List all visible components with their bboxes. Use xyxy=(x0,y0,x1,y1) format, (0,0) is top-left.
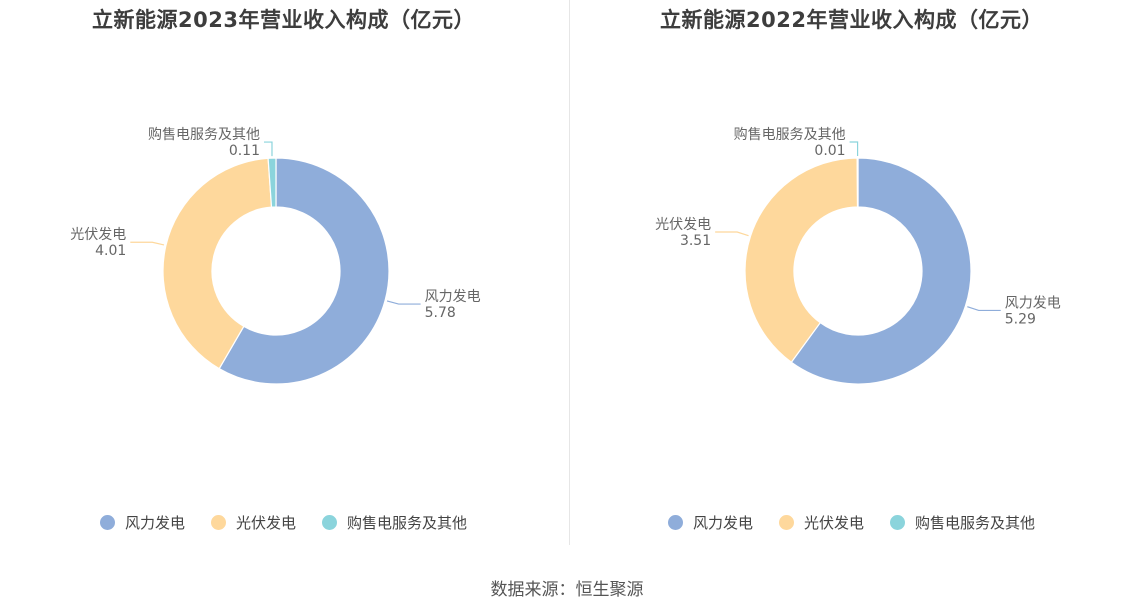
donut-slice-other[interactable] xyxy=(856,157,859,208)
legend-dot-other xyxy=(322,515,337,530)
slice-value-other: 0.01 xyxy=(814,143,845,159)
leader-line-wind xyxy=(386,300,421,305)
slice-label-solar: 光伏发电 xyxy=(655,217,711,233)
legend-item-wind[interactable]: 风力发电 xyxy=(667,512,753,533)
leader-line-wind xyxy=(967,306,1001,312)
leader-line-solar xyxy=(130,241,165,246)
legend-label-other: 购售电服务及其他 xyxy=(347,514,468,532)
legend-label-solar: 光伏发电 xyxy=(235,514,296,532)
legend-label-solar: 光伏发电 xyxy=(803,514,864,532)
legend-dot-wind xyxy=(667,515,683,530)
leader-line-other xyxy=(263,141,273,157)
slice-label-wind: 风力发电 xyxy=(1005,295,1061,311)
legend-dot-solar xyxy=(778,515,794,530)
donut-slice-wind[interactable] xyxy=(218,157,390,385)
legend-item-wind[interactable]: 风力发电 xyxy=(99,512,185,533)
donut-slice-solar[interactable] xyxy=(744,157,859,364)
slice-value-wind: 5.29 xyxy=(1005,311,1036,327)
slice-label-other: 购售电服务及其他 xyxy=(734,127,846,143)
legend-label-wind: 风力发电 xyxy=(692,514,753,532)
legend-dot-wind xyxy=(99,515,115,530)
slice-label-other: 购售电服务及其他 xyxy=(148,127,260,143)
slice-value-solar: 3.51 xyxy=(680,233,711,249)
chart-title-2023: 立新能源2023年营业收入构成（亿元） xyxy=(92,8,475,32)
panel-divider xyxy=(569,0,570,545)
leader-line-solar xyxy=(715,231,749,237)
legend-dot-solar xyxy=(210,515,226,530)
legend-item-other[interactable]: 购售电服务及其他 xyxy=(322,512,467,533)
chart-title-2022: 立新能源2022年营业收入构成（亿元） xyxy=(660,8,1043,32)
legend-item-other[interactable]: 购售电服务及其他 xyxy=(890,512,1035,533)
chart-panel-2023: 立新能源2023年营业收入构成（亿元） 风力发电 5.78 光伏发电 4.01 购售电服… xyxy=(0,0,567,560)
donut-slice-solar[interactable] xyxy=(162,157,273,370)
legend-label-wind: 风力发电 xyxy=(124,514,185,532)
data-source-note: 数据来源：恒生聚源 xyxy=(490,580,644,600)
leader-line-other xyxy=(849,141,859,157)
donut-slice-other[interactable] xyxy=(267,157,277,208)
slice-value-solar: 4.01 xyxy=(95,243,126,259)
slice-value-other: 0.11 xyxy=(229,143,260,159)
slice-label-wind: 风力发电 xyxy=(425,289,481,305)
legend-label-other: 购售电服务及其他 xyxy=(915,514,1036,532)
slice-label-solar: 光伏发电 xyxy=(70,227,126,243)
legend-dot-other xyxy=(890,515,905,530)
slice-value-wind: 5.78 xyxy=(425,305,456,321)
legend-2022: 风力发电 光伏发电 购售电服务及其他 xyxy=(569,512,1134,533)
legend-item-solar[interactable]: 光伏发电 xyxy=(778,512,864,533)
legend-item-solar[interactable]: 光伏发电 xyxy=(210,512,296,533)
donut-slice-wind[interactable] xyxy=(790,157,972,385)
legend-2023: 风力发电 光伏发电 购售电服务及其他 xyxy=(0,512,567,533)
chart-panel-2022: 立新能源2022年营业收入构成（亿元） 风力发电 5.29 光伏发电 3.51 购售电服… xyxy=(569,0,1134,560)
